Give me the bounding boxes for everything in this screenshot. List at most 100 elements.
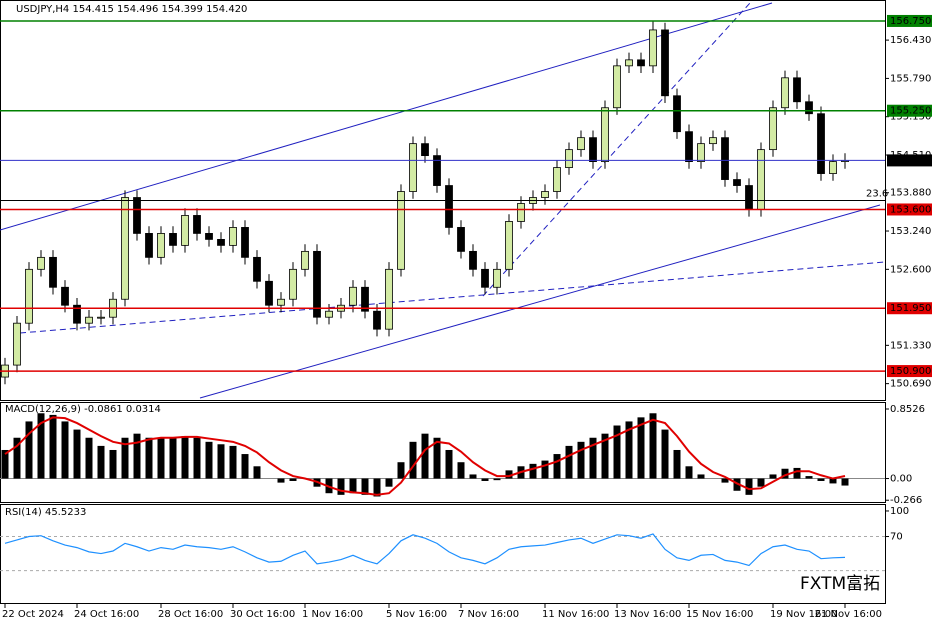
candle-body: [661, 29, 669, 97]
level-label-box: [887, 365, 932, 378]
x-tick-label: 13 Nov 16:00: [614, 609, 681, 620]
macd-bar: [493, 478, 501, 481]
macd-bar: [433, 437, 441, 479]
macd-bar: [661, 429, 669, 479]
macd-bar: [793, 467, 801, 479]
macd-bar: [229, 445, 237, 479]
macd-bar: [541, 460, 549, 479]
macd-bar: [169, 437, 177, 479]
y-tick-label: 155.790: [890, 73, 931, 84]
x-tick-label: 24 Oct 16:00: [74, 609, 139, 620]
macd-frame: [0, 402, 886, 503]
level-label-box: [887, 14, 932, 27]
macd-bar: [481, 478, 489, 481]
candle-body: [709, 137, 717, 145]
candle-body: [349, 286, 357, 306]
macd-bar: [13, 437, 21, 479]
x-tick-label: 1 Nov 16:00: [302, 609, 363, 620]
y-tick-label: 152.600: [890, 264, 931, 275]
candle-body: [589, 137, 597, 162]
candle-body: [73, 304, 81, 324]
macd-bar: [1, 449, 9, 479]
candle-body: [649, 29, 657, 67]
candle-body: [385, 268, 393, 330]
macd-bar: [61, 421, 69, 479]
macd-bar: [685, 466, 693, 479]
rsi-title: RSI(14) 45.5233: [5, 507, 86, 518]
macd-bar: [253, 466, 261, 479]
channel-upper: [0, 2, 773, 231]
macd-bar: [781, 468, 789, 479]
macd-title: MACD(12,26,9) -0.0861 0.0314: [5, 404, 161, 415]
candle-body: [121, 197, 129, 300]
macd-bar: [217, 444, 225, 479]
candle-body: [241, 227, 249, 258]
candle-body: [817, 113, 825, 174]
macd-bar: [97, 445, 105, 479]
candle-body: [49, 256, 57, 288]
candle-body: [457, 227, 465, 252]
macd-bar: [109, 449, 117, 479]
macd-bar: [697, 474, 705, 479]
macd-bar: [361, 478, 369, 495]
y-tick-label: 151.330: [890, 340, 931, 351]
macd-bar: [649, 413, 657, 479]
candle-body: [577, 137, 585, 151]
x-tick-label: 11 Nov 16:00: [542, 609, 609, 620]
macd-bar: [421, 433, 429, 479]
level-label: 154.420: [890, 155, 931, 166]
candle-body: [517, 203, 525, 222]
candle-body: [637, 59, 645, 67]
macd-bar: [457, 462, 465, 479]
macd-bar: [145, 437, 153, 479]
macd-bar: [805, 476, 813, 479]
macd-bar: [409, 441, 417, 479]
level-label: 156.750: [890, 16, 931, 27]
macd-bar: [841, 478, 849, 486]
candle-body: [481, 268, 489, 288]
macd-bar: [49, 414, 57, 479]
candle-body: [829, 161, 837, 174]
x-tick-label: 15 Nov 16:00: [686, 609, 753, 620]
macd-bar: [349, 478, 357, 494]
level-label-box: [887, 302, 932, 315]
y-tick-label: 70: [890, 532, 903, 543]
candle-body: [445, 185, 453, 228]
macd-bar: [445, 449, 453, 479]
candle-body: [289, 268, 297, 300]
candle-body: [193, 215, 201, 234]
candle-body: [613, 65, 621, 109]
level-label: 153.600: [890, 204, 931, 215]
watermark: FXTM富拓: [800, 574, 880, 594]
macd-bar: [553, 454, 561, 479]
candle-body: [433, 155, 441, 186]
candle-body: [505, 221, 513, 270]
macd-bar: [817, 478, 825, 481]
candle-body: [565, 149, 573, 168]
trend-dashed-long: [19, 261, 886, 334]
candle-body: [169, 233, 177, 246]
macd-bar: [733, 478, 741, 491]
macd-bar: [769, 474, 777, 479]
candle-body: [673, 95, 681, 133]
macd-bar: [181, 436, 189, 479]
candle-body: [373, 310, 381, 330]
macd-bar: [589, 437, 597, 479]
level-label-box: [887, 203, 932, 216]
candle-body: [157, 233, 165, 258]
candle-body: [685, 131, 693, 162]
macd-bar: [337, 478, 345, 495]
macd-bar: [289, 478, 297, 481]
candle-body: [769, 107, 777, 151]
candle-body: [253, 256, 261, 282]
macd-bar: [565, 445, 573, 479]
candle-body: [745, 185, 753, 210]
candle-body: [541, 191, 549, 198]
candle-body: [301, 250, 309, 270]
rsi-frame: [0, 504, 886, 604]
candle-body: [13, 322, 21, 366]
macd-bar: [205, 441, 213, 479]
macd-bar: [73, 429, 81, 479]
y-tick-label: 150.690: [890, 379, 931, 390]
